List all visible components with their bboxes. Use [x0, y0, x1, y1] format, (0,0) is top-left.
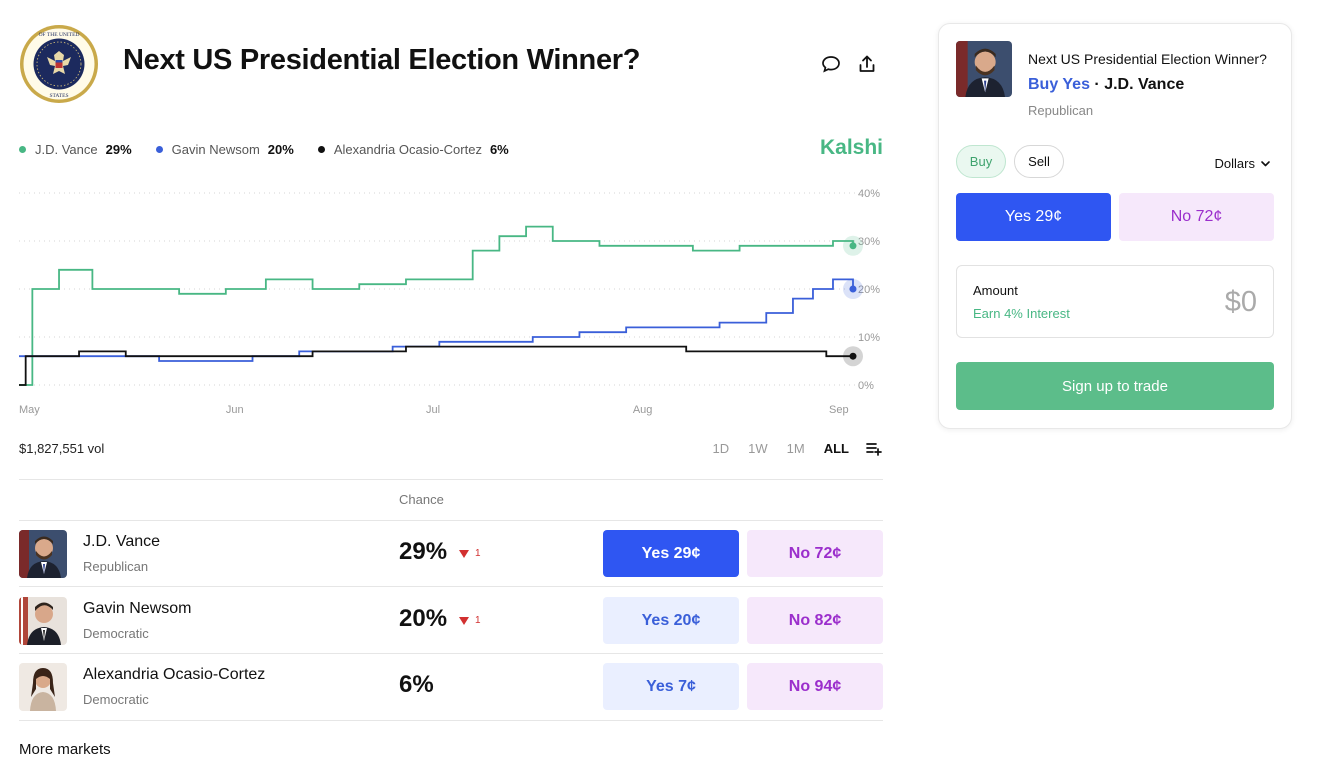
candidate-name: Alexandria Ocasio-Cortez: [83, 666, 266, 683]
interest-note: Earn 4% Interest: [973, 306, 1070, 321]
legend-name: Alexandria Ocasio-Cortez: [333, 141, 482, 157]
buy-yes-button[interactable]: Yes 7¢: [603, 663, 739, 710]
range-1d[interactable]: 1D: [712, 440, 730, 456]
market-row-newsom[interactable]: Gavin Newsom Democratic 20% 1 Yes 20¢ No…: [19, 587, 883, 653]
chance-column-header: Chance: [399, 492, 444, 507]
legend-pct: 29%: [105, 141, 132, 157]
panel-buy-side: Buy Yes: [1028, 76, 1090, 93]
volume-label: $1,827,551 vol: [19, 441, 105, 456]
range-all[interactable]: ALL: [823, 440, 849, 456]
svg-text:STATES: STATES: [49, 93, 68, 99]
sell-toggle[interactable]: Sell: [1014, 145, 1064, 178]
legend-dot: [155, 145, 163, 153]
x-tick-label: Aug: [633, 404, 653, 416]
x-tick-label: Sep: [829, 404, 849, 416]
y-tick-label: 0%: [858, 380, 874, 392]
share-icon[interactable]: [857, 54, 877, 74]
series-line-gavin-newsom: [19, 278, 854, 362]
x-tick-label: May: [19, 404, 40, 416]
series-endpoint: [849, 352, 857, 360]
candidate-name: J.D. Vance: [83, 533, 161, 550]
selected-candidate-avatar: [956, 41, 1012, 97]
legend-item-ocasio-cortez: Alexandria Ocasio-Cortez 6%: [317, 141, 509, 157]
series-line-alexandria-ocasio-cortez: [19, 345, 853, 386]
price-history-chart[interactable]: 40% 30% 20% 10% 0% May Jun Jul Aug Sep: [19, 180, 883, 420]
candidate-name: Gavin Newsom: [83, 600, 192, 617]
buy-yes-button[interactable]: Yes 29¢: [603, 530, 739, 577]
legend-item-vance: J.D. Vance 29%: [19, 142, 132, 157]
add-to-list-icon[interactable]: [865, 439, 883, 457]
panel-order-summary: Buy Yes · J.D. Vance: [1028, 76, 1184, 94]
legend-name: Gavin Newsom: [171, 141, 260, 157]
panel-yes-button[interactable]: Yes 29¢: [956, 193, 1111, 241]
candidate-chance: 20%: [399, 605, 448, 632]
currency-dropdown[interactable]: Dollars: [1215, 156, 1271, 171]
series-endpoint: [849, 242, 857, 250]
currency-label: Dollars: [1214, 156, 1255, 171]
chance-change: 1: [459, 548, 481, 559]
divider: [19, 653, 883, 654]
divider: [19, 520, 883, 521]
divider: [19, 586, 883, 587]
down-triangle-icon: [459, 549, 469, 558]
y-tick-label: 20%: [858, 284, 880, 296]
market-row-vance[interactable]: J.D. Vance Republican 29% 1 Yes 29¢ No 7…: [19, 520, 883, 586]
presidential-seal-logo: OF THE UNITED STATES: [19, 24, 99, 104]
range-1m[interactable]: 1M: [786, 440, 805, 456]
y-tick-label: 10%: [858, 332, 880, 344]
chance-change-value: 1: [475, 548, 481, 559]
more-markets-link[interactable]: More markets: [19, 741, 111, 758]
panel-market-title: Next US Presidential Election Winner?: [1028, 51, 1267, 67]
buy-toggle[interactable]: Buy: [956, 145, 1006, 178]
chance-change-value: 1: [475, 615, 481, 626]
legend-name: J.D. Vance: [35, 141, 98, 157]
x-tick-label: Jun: [226, 404, 244, 416]
legend-dot: [19, 145, 26, 153]
sign-up-button[interactable]: Sign up to trade: [956, 362, 1274, 410]
legend-dot: [317, 145, 325, 153]
candidate-avatar: [19, 663, 67, 711]
candidate-chance: 29%: [399, 538, 448, 565]
down-triangle-icon: [459, 616, 469, 625]
divider: [19, 720, 883, 721]
candidate-avatar: [19, 597, 67, 645]
chevron-down-icon: [1261, 161, 1270, 167]
y-tick-label: 40%: [858, 188, 880, 200]
amount-input[interactable]: Amount Earn 4% Interest $0: [956, 265, 1274, 338]
chart-legend: J.D. Vance 29% Gavin Newsom 20% Alexandr…: [19, 140, 533, 158]
legend-pct: 20%: [267, 141, 294, 157]
trade-panel: Next US Presidential Election Winner? Bu…: [938, 23, 1292, 429]
x-tick-label: Jul: [426, 404, 440, 416]
buy-no-button[interactable]: No 82¢: [747, 597, 883, 644]
kalshi-logo: Kalshi: [819, 136, 883, 159]
series-endpoint: [849, 285, 857, 293]
panel-separator: ·: [1089, 76, 1105, 93]
series-line-j-d-vance: [19, 225, 854, 386]
legend-pct: 6%: [489, 141, 509, 157]
svg-text:OF THE UNITED: OF THE UNITED: [39, 32, 80, 38]
candidate-party: Democratic: [83, 692, 149, 707]
buy-no-button[interactable]: No 94¢: [747, 663, 883, 710]
y-tick-label: 30%: [858, 236, 880, 248]
buy-yes-button[interactable]: Yes 20¢: [603, 597, 739, 644]
chance-change: 1: [459, 615, 481, 626]
time-range-selector: 1D 1W 1M ALL: [694, 439, 883, 457]
panel-candidate: J.D. Vance: [1104, 76, 1185, 93]
divider: [19, 479, 883, 480]
candidate-party: Republican: [83, 559, 149, 574]
buy-no-button[interactable]: No 72¢: [747, 530, 883, 577]
candidate-avatar: [19, 530, 67, 578]
panel-candidate-party: Republican: [1028, 103, 1094, 118]
comment-icon[interactable]: [821, 54, 841, 74]
amount-label: Amount: [973, 283, 1018, 298]
legend-item-newsom: Gavin Newsom 20%: [155, 141, 294, 157]
amount-value: $0: [1224, 286, 1257, 318]
candidate-chance: 6%: [399, 671, 434, 698]
page-title: Next US Presidential Election Winner?: [123, 44, 641, 76]
candidate-party: Democratic: [83, 626, 149, 641]
range-1w[interactable]: 1W: [748, 440, 768, 456]
market-row-ocasio-cortez[interactable]: Alexandria Ocasio-Cortez Democratic 6% Y…: [19, 653, 883, 719]
panel-no-button[interactable]: No 72¢: [1119, 193, 1274, 241]
